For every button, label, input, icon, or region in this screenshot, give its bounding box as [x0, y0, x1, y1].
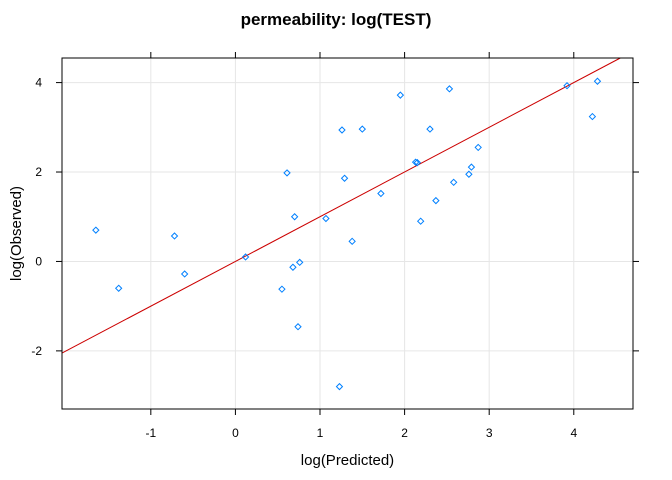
x-tick-label: -1 [145, 426, 156, 440]
data-point [411, 158, 420, 166]
data-point [377, 189, 385, 198]
data-point [465, 170, 473, 178]
data-point [322, 214, 330, 223]
data-point [114, 284, 123, 292]
x-tick-label: 4 [570, 426, 577, 440]
axis-ticks: -1 0 1 2 3 4 -2 0 2 4 [31, 52, 639, 440]
data-point [290, 213, 299, 221]
data-point [432, 196, 440, 205]
chart-title: permeability: log(TEST) [241, 10, 432, 29]
data-point [335, 382, 344, 391]
x-tick-label: 3 [486, 426, 493, 440]
grid [62, 58, 633, 409]
data-point [241, 253, 250, 261]
data-point [295, 258, 304, 267]
reference-line-group [61, 57, 621, 354]
y-tick-label: 4 [35, 76, 42, 90]
plot-panel [61, 57, 634, 410]
data-point [170, 232, 179, 240]
y-axis-label: log(Observed) [8, 186, 25, 281]
y-tick-label: 2 [35, 165, 42, 179]
x-tick-label: 1 [317, 426, 324, 440]
data-point [338, 126, 346, 134]
y-tick-label: -2 [31, 344, 42, 358]
x-axis-label: log(Predicted) [301, 452, 394, 469]
data-point [294, 323, 302, 331]
data-point [445, 85, 454, 93]
x-tick-label: 0 [232, 426, 239, 440]
data-point [180, 270, 189, 278]
data-point [588, 112, 597, 121]
data-point [593, 77, 602, 85]
data-point [289, 263, 297, 271]
data-point [358, 125, 367, 133]
points-group [92, 77, 602, 391]
y-tick-label: 0 [35, 254, 42, 268]
x-tick-label: 2 [401, 426, 408, 440]
data-point [426, 125, 434, 133]
data-point [340, 174, 349, 182]
data-point [449, 178, 458, 187]
data-point [283, 169, 291, 177]
data-point [413, 158, 421, 167]
data-point [467, 163, 476, 171]
data-point [396, 91, 405, 99]
data-point [416, 217, 425, 225]
data-point [92, 226, 100, 234]
reference-line [61, 57, 621, 354]
data-point [348, 237, 356, 246]
data-point [563, 82, 571, 90]
data-point [278, 285, 286, 293]
data-point [474, 143, 482, 152]
